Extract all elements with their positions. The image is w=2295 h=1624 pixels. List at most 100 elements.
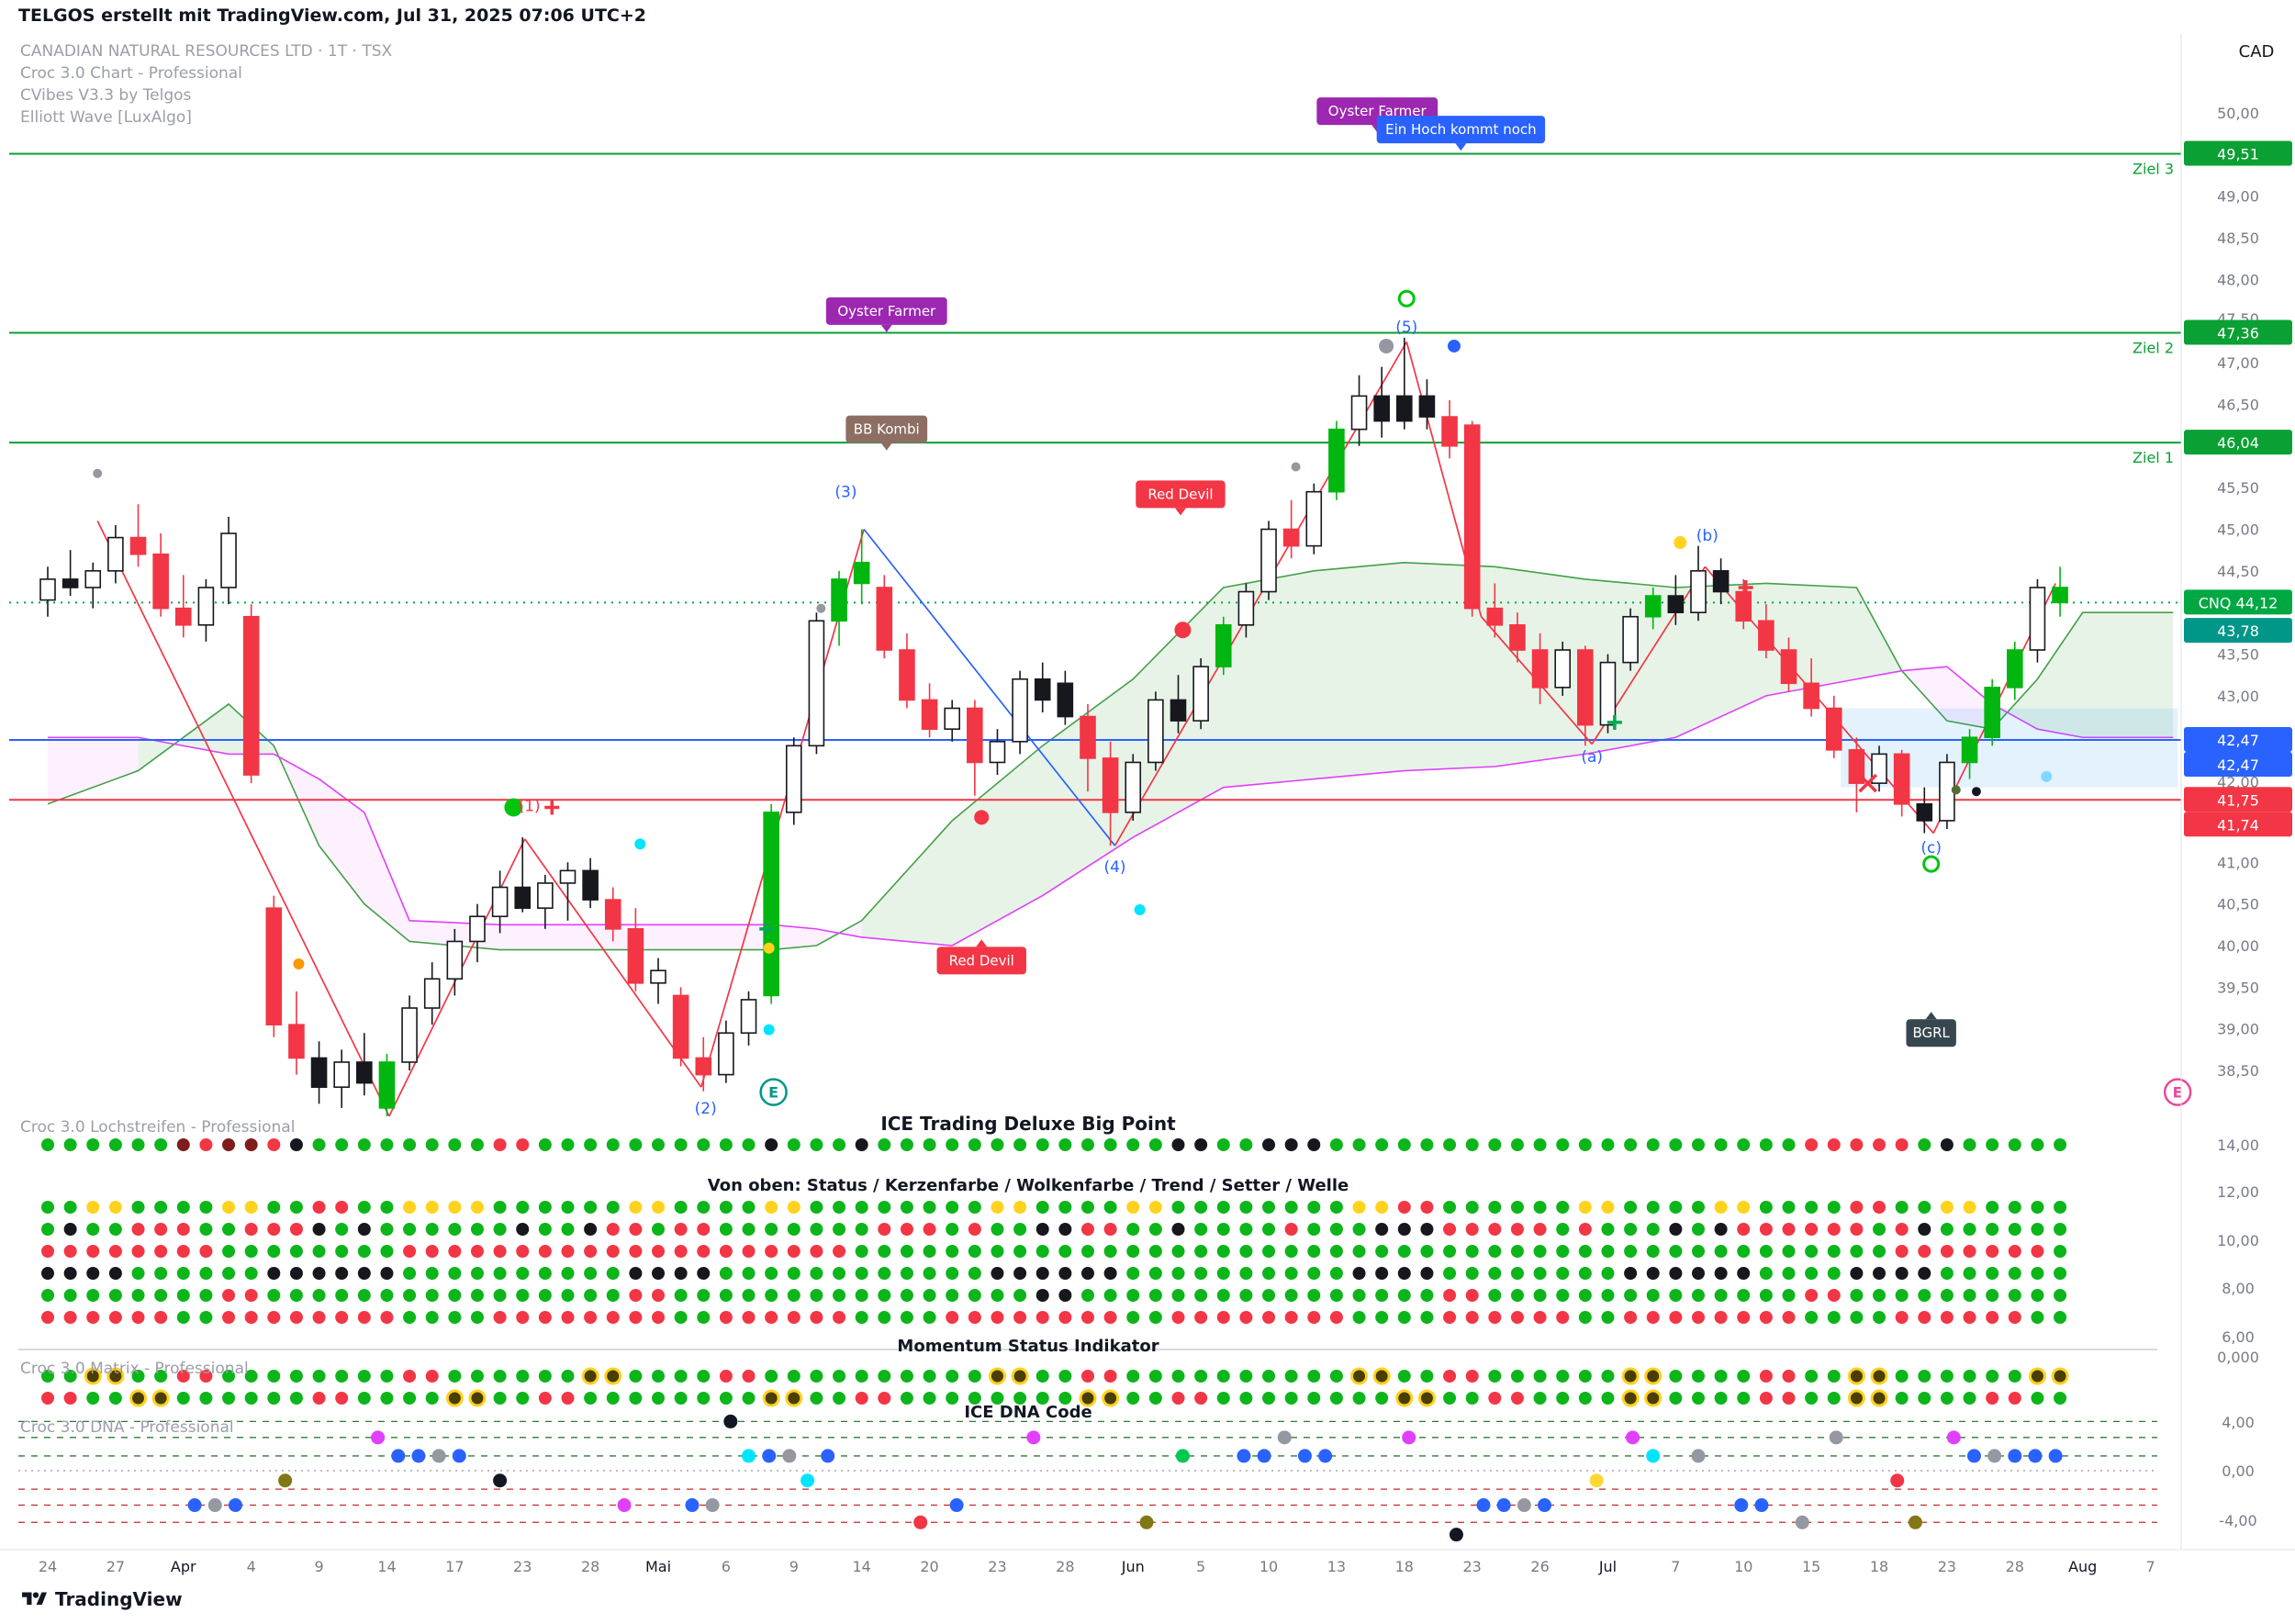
panel-dot [1103,1223,1117,1236]
panel-dot [719,1223,733,1236]
panel-dot [267,1311,281,1324]
dna-dot [1476,1498,1491,1513]
panel-dot [1126,1311,1140,1324]
panel-dot [652,1311,666,1324]
panel-dot [403,1267,417,1280]
dna-dot [278,1473,293,1488]
panel-dot [267,1138,281,1151]
elliott-e-badge[interactable]: E [759,1078,788,1106]
panel-dot [968,1370,981,1383]
panel-dot [1805,1245,1819,1258]
dna-dot [821,1449,835,1463]
time-axis-label: 10 [1259,1558,1278,1575]
dna-dot [1734,1498,1749,1513]
candle-body [989,740,1006,764]
panel-dot [1262,1245,1276,1258]
symbol-title[interactable]: CANADIAN NATURAL RESOURCES LTD · 1T · TS… [20,42,393,61]
wave-label: (5) [1395,319,1417,337]
panel-dot [357,1289,371,1302]
glow-dot [1372,1367,1391,1385]
dna-dot [2048,1449,2063,1463]
panel-dot [493,1245,507,1258]
callout-label[interactable]: Oyster Farmer [825,297,947,332]
panel-dot [1850,1201,1864,1214]
callout-label[interactable]: BB Kombi [845,415,928,451]
panel-dot [538,1370,552,1383]
panel-dot [1488,1370,1502,1383]
price-badge: 43,78 [2184,618,2292,644]
panel-dot [1646,1267,1660,1280]
panel-dot [1148,1370,1162,1383]
price-badge-text: 43,78 [2217,622,2259,640]
panel-dot [493,1267,507,1280]
marker-dot [504,798,523,817]
indicator-lochstreifen-label[interactable]: Croc 3.0 Lochstreifen - Professional [20,1118,296,1137]
candle-body [1599,661,1617,726]
panel-dot [538,1138,552,1151]
panel-dot [1397,1311,1411,1324]
panel-dot [561,1138,575,1151]
callout-label[interactable]: Red Devil [936,939,1026,975]
panel-dot [561,1201,575,1214]
dna-dot [228,1498,242,1513]
indicator-dna-label[interactable]: Croc 3.0 DNA - Professional [20,1418,234,1437]
callout-label[interactable]: Red Devil [1136,480,1226,516]
glow-dot [1644,1389,1662,1407]
panel-dot [1691,1392,1705,1405]
indicator-cvibes[interactable]: CVibes V3.3 by Telgos [20,86,192,105]
dna-dot [1318,1449,1333,1463]
panel-dot [1782,1138,1796,1151]
panel-dot [855,1223,868,1236]
elliott-e-badge[interactable]: E [2163,1078,2192,1106]
panel-dot [1465,1267,1479,1280]
time-axis-label: Apr [171,1558,196,1575]
candle-body [808,620,825,747]
callout-text: Ein Hoch kommt noch [1385,121,1537,138]
time-axis-label: Jul [1598,1558,1617,1575]
panel-dot [697,1289,711,1302]
panel-dot [1352,1201,1366,1214]
dot-row-status [41,1201,2067,1214]
panel-dot [41,1267,54,1280]
panel-dot [176,1223,190,1236]
panel-dot [470,1138,484,1151]
panel-dot [1420,1201,1434,1214]
callout-label[interactable]: BGRL [1906,1012,1956,1047]
panel-dot [1352,1311,1366,1324]
panel-dot [1058,1392,1072,1405]
candle-body [1350,395,1368,431]
panel-dot [1895,1223,1909,1236]
panel-dot [1284,1245,1298,1258]
zigzag-red [524,838,702,1088]
candle-body [514,886,532,909]
indicator-elliott-wave[interactable]: Elliott Wave [LuxAlgo] [20,108,192,127]
indicator-croc-chart[interactable]: Croc 3.0 Chart - Professional [20,64,242,83]
panel-dot [1827,1201,1841,1214]
dna-dot [1277,1430,1292,1445]
candle-body [174,607,192,626]
panel-dot [1103,1370,1117,1383]
panel-dot [493,1138,507,1151]
callout-label[interactable]: Ein Hoch kommt noch [1376,116,1546,151]
panel-dot [1895,1392,1909,1405]
panel-dot [1691,1138,1705,1151]
currency-label[interactable]: CAD [2238,42,2275,62]
panel-dot [516,1138,530,1151]
panel-dot [516,1370,530,1383]
panel-dot [674,1370,688,1383]
indicator-matrix-label[interactable]: Croc 3.0 Matrix - Professional [20,1360,249,1378]
panel-dot [1940,1370,1954,1383]
candle-body [491,886,509,918]
price-badge-text: 47,36 [2217,324,2259,342]
panel-dot [1782,1267,1796,1280]
panel-dot [335,1370,349,1383]
panel-dot [176,1201,190,1214]
tradingview-logo[interactable]: TradingView [22,1588,183,1610]
candle-body [1531,649,1549,689]
candle-body [423,978,441,1009]
panel-dot [697,1201,711,1214]
panel-dot [1058,1245,1072,1258]
senkou-b-line [48,666,2174,946]
panel-dot [561,1289,575,1302]
